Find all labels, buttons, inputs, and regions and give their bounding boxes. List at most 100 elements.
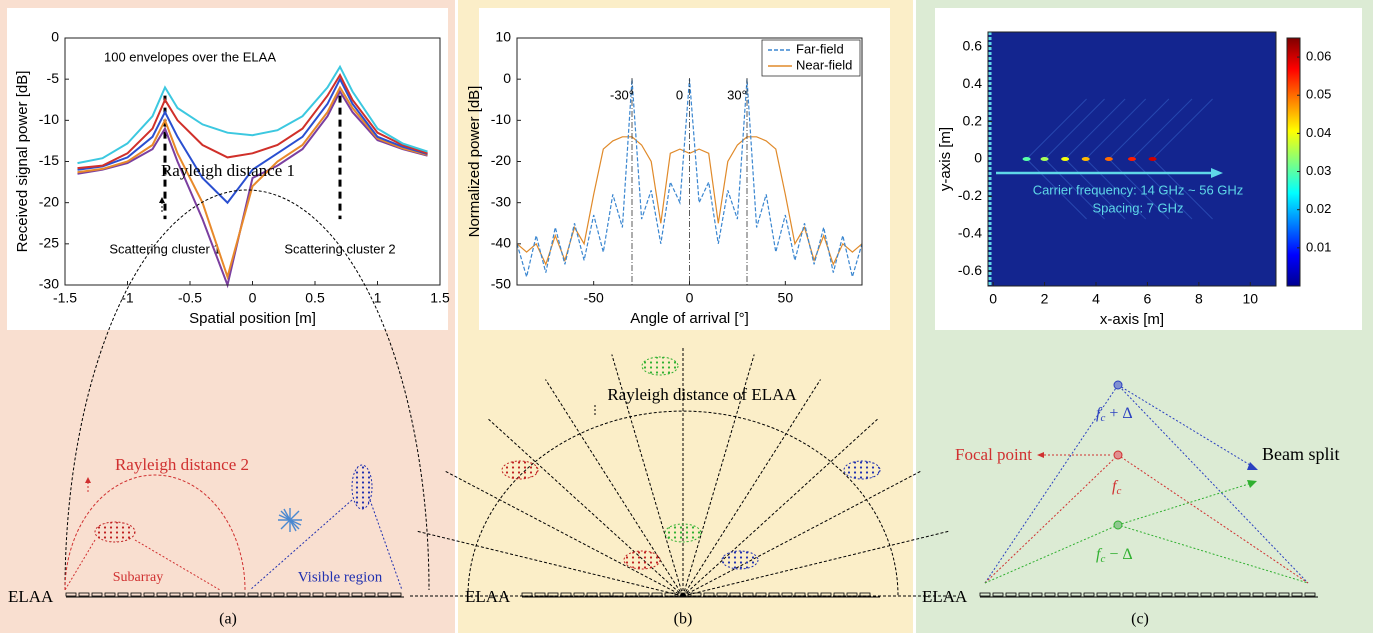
y-tick-label: -25 — [39, 235, 59, 251]
antenna — [182, 592, 194, 597]
antenna — [794, 592, 806, 597]
x-tick-label: 10 — [1242, 291, 1258, 307]
axes-box — [64, 37, 441, 286]
antenna — [1161, 592, 1173, 597]
antenna — [573, 592, 585, 597]
antenna — [130, 592, 142, 597]
antenna — [625, 592, 637, 597]
array — [521, 592, 880, 598]
antenna — [1304, 592, 1316, 597]
antenna — [65, 592, 77, 597]
antenna — [677, 592, 689, 597]
y-tick-label: -0.4 — [958, 224, 982, 240]
x-tick-label: 0 — [249, 290, 257, 306]
antenna — [1187, 592, 1199, 597]
antenna — [651, 592, 663, 597]
antenna — [221, 592, 233, 597]
scatterer — [94, 521, 136, 543]
antenna — [664, 592, 676, 597]
antenna — [260, 592, 272, 597]
elaa-label: ELAA — [922, 587, 968, 606]
streak — [1152, 98, 1213, 220]
antenna — [1291, 592, 1303, 597]
series-line — [77, 64, 428, 165]
ray — [64, 539, 96, 591]
x-tick-label: -1.5 — [53, 290, 77, 306]
rayleigh-arc-1 — [64, 189, 430, 591]
antenna — [638, 592, 650, 597]
focus-point — [1113, 450, 1123, 460]
arrowhead — [1211, 168, 1223, 178]
antenna — [1252, 592, 1264, 597]
lower-label: fc − Δ — [1096, 546, 1133, 565]
rayleigh-arc-2 — [64, 474, 246, 591]
antenna — [1083, 592, 1095, 597]
antenna — [599, 592, 611, 597]
antenna — [1174, 592, 1186, 597]
antenna — [1057, 592, 1069, 597]
x-axis-label: x-axis [m] — [1100, 311, 1164, 328]
antenna — [78, 592, 90, 597]
fan-line — [545, 379, 684, 597]
streak — [1044, 98, 1105, 220]
antenna — [156, 592, 168, 597]
y-tick-label: -40 — [491, 235, 511, 251]
axes-box — [516, 37, 863, 286]
antenna — [755, 592, 767, 597]
arrowhead — [1247, 462, 1258, 470]
peak-label: -30° — [610, 87, 634, 102]
series-line — [77, 85, 428, 281]
cluster-label: Scattering cluster 1 — [109, 241, 220, 256]
antenna — [117, 592, 129, 597]
streak — [1108, 98, 1170, 220]
x-tick-label: 6 — [1144, 291, 1152, 307]
scatterer — [501, 460, 539, 480]
antenna — [208, 592, 220, 597]
x-axis-label: Spatial position [m] — [189, 310, 316, 327]
annotation: Carrier frequency: 14 GHz ~ 56 GHz — [1033, 182, 1244, 197]
antenna — [846, 592, 858, 597]
blocker — [278, 508, 302, 532]
scatterer — [351, 464, 373, 510]
y-tick-label: -10 — [39, 111, 59, 127]
antenna — [859, 592, 871, 597]
caption: (a) — [219, 611, 237, 628]
antenna — [1044, 592, 1056, 597]
colorbar-label: 0.06 — [1306, 49, 1331, 64]
colorbar — [1286, 37, 1301, 287]
y-tick-label: -20 — [39, 193, 59, 209]
fan — [408, 346, 958, 597]
antenna — [325, 592, 337, 597]
streak — [1026, 98, 1087, 220]
antenna — [807, 592, 819, 597]
antenna — [1109, 592, 1121, 597]
colorbar-label: 0.01 — [1306, 239, 1331, 254]
focus-point — [1113, 380, 1123, 390]
antenna — [833, 592, 845, 597]
x-tick-label: -0.5 — [178, 290, 202, 306]
axes-box — [987, 31, 1277, 287]
antenna — [338, 592, 350, 597]
antenna — [286, 592, 298, 597]
antenna — [1096, 592, 1108, 597]
elaa-label: ELAA — [465, 587, 511, 606]
antenna — [1148, 592, 1160, 597]
array — [979, 592, 1318, 598]
antenna — [195, 592, 207, 597]
antenna — [273, 592, 285, 597]
y-tick-label: 0 — [503, 70, 511, 86]
caption: (c) — [1131, 611, 1149, 628]
antenna — [1200, 592, 1212, 597]
elaa-label: ELAA — [8, 587, 54, 606]
fan-line — [682, 530, 949, 597]
antenna — [1070, 592, 1082, 597]
fan-line — [682, 354, 755, 597]
x-tick-label: 8 — [1195, 291, 1203, 307]
x-tick-label: 1 — [374, 290, 382, 306]
antenna — [547, 592, 559, 597]
series-line — [77, 73, 428, 170]
y-tick-label: -50 — [491, 276, 511, 292]
y-axis-label: Received signal power [dB] — [14, 71, 31, 253]
antenna — [1135, 592, 1147, 597]
